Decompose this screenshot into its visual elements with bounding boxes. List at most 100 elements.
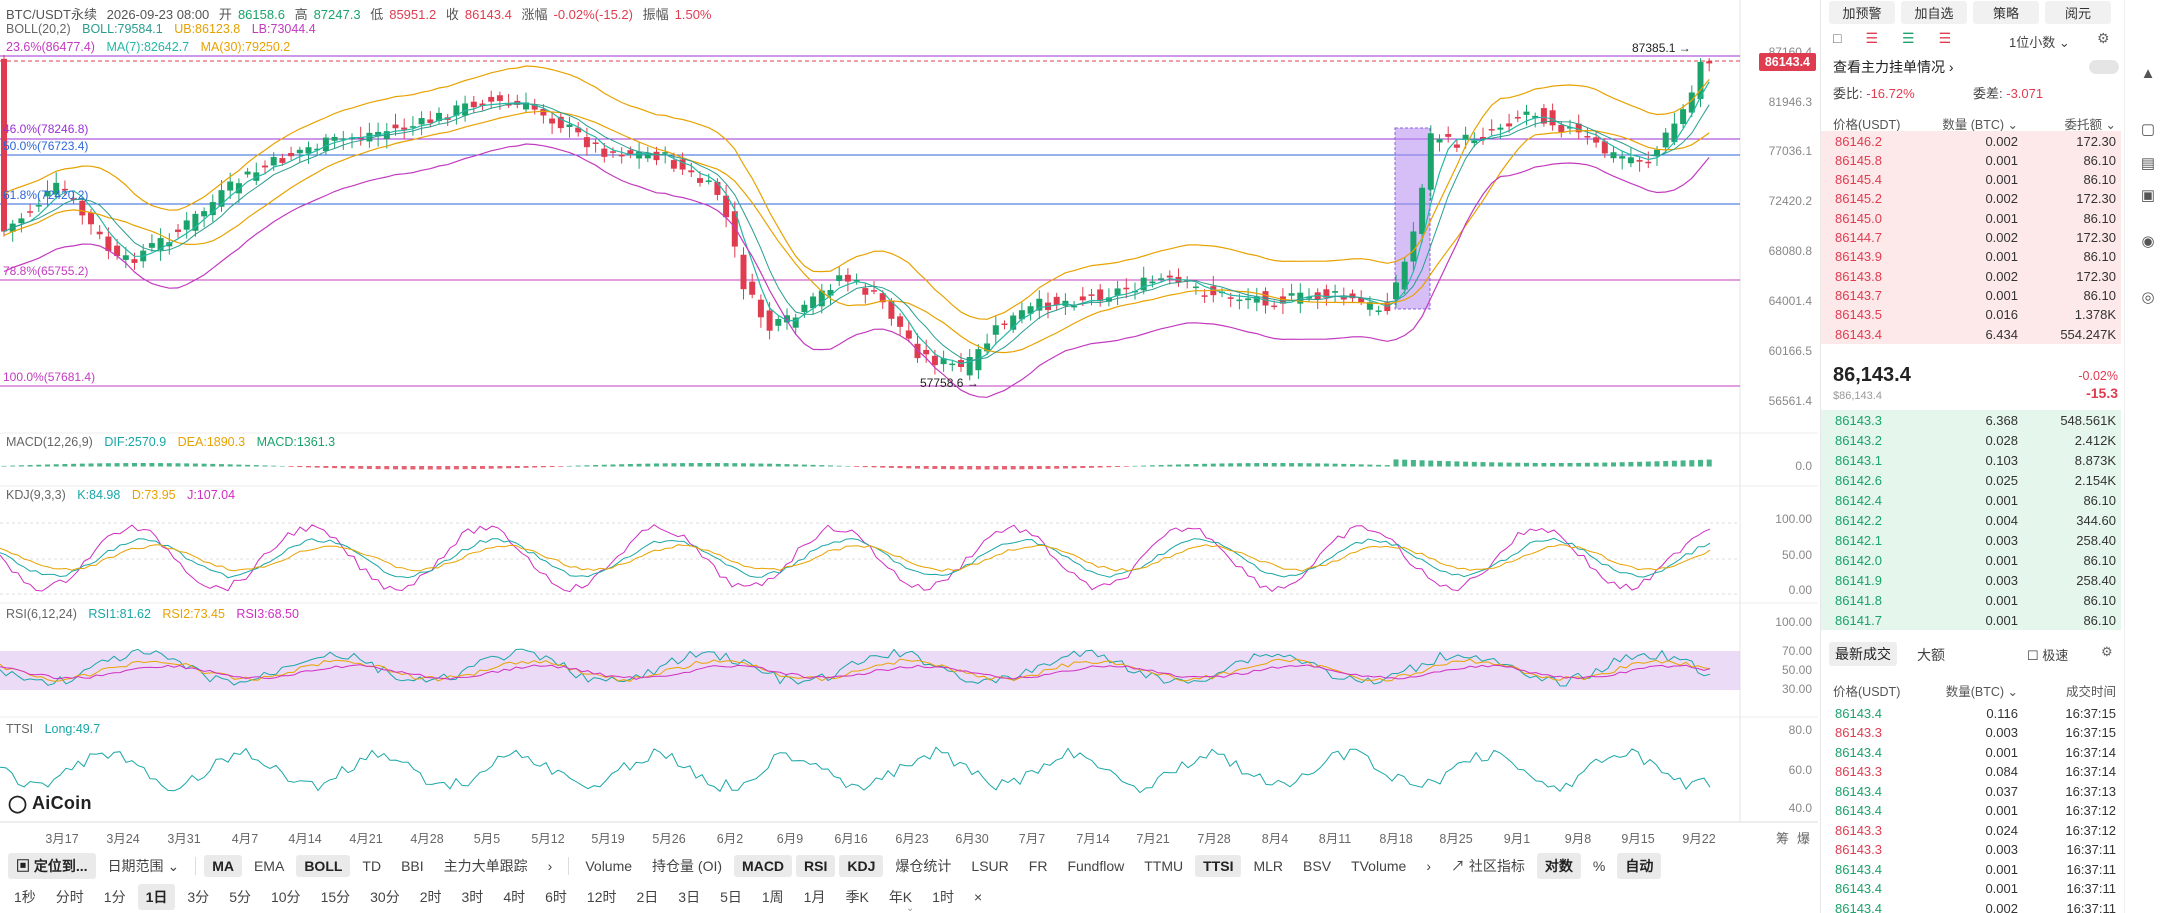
period-13[interactable]: 12时 bbox=[586, 888, 617, 905]
ttsi-legend[interactable]: TTSI Long:49.7 bbox=[6, 722, 101, 736]
period-14[interactable]: 2日 bbox=[636, 888, 659, 905]
chevron-right-icon[interactable]: › bbox=[1426, 858, 1431, 874]
sub-ind-bsv[interactable]: BSV bbox=[1303, 858, 1332, 874]
tab-latest-trades[interactable]: 最新成交 bbox=[1829, 642, 1897, 666]
settings-icon[interactable]: ⚙ bbox=[2097, 30, 2110, 46]
period-5[interactable]: 5分 bbox=[229, 888, 251, 905]
period-21[interactable]: 1时 bbox=[932, 888, 954, 905]
auto-scale-toggle[interactable]: 自动 bbox=[1617, 853, 1662, 879]
bot-icon[interactable]: ◉ bbox=[2141, 233, 2155, 250]
period-10[interactable]: 3时 bbox=[461, 888, 484, 905]
main-ind-whale[interactable]: 主力大单跟踪 bbox=[443, 858, 528, 874]
trade-qty-select[interactable]: 数量(BTC) ⌄ bbox=[1945, 685, 2018, 699]
log-scale-toggle[interactable]: 对数 bbox=[1536, 853, 1581, 879]
boll-legend[interactable]: BOLL(20,2) BOLL:79584.1 UB:86123.8 LB:73… bbox=[6, 22, 316, 36]
orderbook-row[interactable]: 86142.1 0.003 258.40 bbox=[1821, 530, 2121, 550]
period-11[interactable]: 4时 bbox=[503, 888, 526, 905]
percent-scale-toggle[interactable]: % bbox=[1592, 858, 1606, 874]
period-12[interactable]: 6时 bbox=[545, 888, 567, 905]
orderbook-row[interactable]: 86141.7 0.001 86.10 bbox=[1821, 610, 2121, 630]
orderbook-row[interactable]: 86142.0 0.001 86.10 bbox=[1821, 550, 2121, 570]
add-alert-button[interactable]: 加预警 bbox=[1829, 0, 1895, 24]
sub-ind-fundflow[interactable]: Fundflow bbox=[1067, 858, 1125, 874]
fast-mode-checkbox[interactable]: ☐ 极速 bbox=[2027, 648, 2069, 663]
orderbook-row[interactable]: 86143.8 0.002 172.30 bbox=[1821, 266, 2121, 287]
book-asks-icon[interactable]: ☰ bbox=[1938, 30, 1952, 46]
main-orders-link[interactable]: 查看主力挂单情况 › bbox=[1833, 59, 1954, 75]
orderbook-row[interactable]: 86142.6 0.025 2.154K bbox=[1821, 470, 2121, 490]
sub-ind-fr[interactable]: FR bbox=[1028, 858, 1048, 874]
book-bids-icon[interactable]: ☰ bbox=[1902, 30, 1915, 46]
read-button[interactable]: 阅元 bbox=[2045, 0, 2111, 24]
period-19[interactable]: 季K bbox=[845, 888, 869, 905]
community-indicator-button[interactable]: ↗ 社区指标 bbox=[1450, 858, 1525, 874]
orderbook-row[interactable]: 86142.2 0.004 344.60 bbox=[1821, 510, 2121, 530]
sub-ind-volume[interactable]: Volume bbox=[585, 858, 633, 874]
period-0[interactable]: 1秒 bbox=[14, 888, 36, 905]
locate-button[interactable]: ▣ 定位到... bbox=[8, 853, 96, 879]
strategy-button[interactable]: 策略 bbox=[1973, 0, 2039, 24]
book-both-icon[interactable]: ☰ bbox=[1865, 30, 1879, 46]
chat-icon[interactable]: ▤ bbox=[2140, 155, 2156, 172]
etf-icon[interactable]: ▣ bbox=[2140, 187, 2156, 204]
period-1[interactable]: 分时 bbox=[55, 888, 84, 905]
chip-toggle[interactable]: 筹 bbox=[1776, 831, 1790, 846]
main-ind-ema[interactable]: EMA bbox=[253, 858, 285, 874]
kdj-legend[interactable]: KDJ(9,3,3) K:84.98 D:73.95 J:107.04 bbox=[6, 488, 236, 502]
settings-icon[interactable]: ⚙ bbox=[2101, 644, 2113, 659]
main-ind-ma[interactable]: MA bbox=[204, 855, 242, 877]
period-4[interactable]: 3分 bbox=[187, 888, 210, 905]
macd-legend[interactable]: MACD(12,26,9) DIF:2570.9 DEA:1890.3 MACD… bbox=[6, 435, 336, 449]
orderbook-row[interactable]: 86141.9 0.003 258.40 bbox=[1821, 570, 2121, 590]
chevron-right-icon[interactable]: › bbox=[547, 858, 553, 874]
orderbook-row[interactable]: 86145.2 0.002 172.30 bbox=[1821, 188, 2121, 209]
web-icon[interactable]: ◎ bbox=[2141, 289, 2155, 306]
orderbook-row[interactable]: 86143.1 0.103 8.873K bbox=[1821, 450, 2121, 470]
candlestick-chart[interactable] bbox=[0, 0, 1818, 845]
orderbook-row[interactable]: 86143.7 0.001 86.10 bbox=[1821, 285, 2121, 306]
main-ind-boll[interactable]: BOLL bbox=[296, 855, 351, 877]
orderbook-row[interactable]: 86142.4 0.001 86.10 bbox=[1821, 490, 2121, 510]
decimal-select[interactable]: 1位小数 ⌄ bbox=[2009, 35, 2070, 50]
period-17[interactable]: 1周 bbox=[761, 888, 784, 905]
date-range-button[interactable]: 日期范围 ⌄ bbox=[107, 858, 180, 874]
collapse-icon[interactable]: ⌄ bbox=[906, 903, 915, 913]
qty-unit-select[interactable]: 数量 (BTC) ⌄ bbox=[1942, 118, 2018, 132]
sub-ind-tvolume[interactable]: TVolume bbox=[1351, 858, 1407, 874]
orderbook-row[interactable]: 86143.9 0.001 86.10 bbox=[1821, 246, 2121, 267]
sub-ind-ttsi[interactable]: TTSI bbox=[1195, 855, 1242, 877]
orderbook-row[interactable]: 86143.3 6.368 548.561K bbox=[1821, 410, 2121, 430]
rsi-legend[interactable]: RSI(6,12,24) RSI1:81.62 RSI2:73.45 RSI3:… bbox=[6, 607, 299, 621]
main-ind-bbi[interactable]: BBI bbox=[401, 858, 424, 874]
period-3[interactable]: 1日 bbox=[137, 883, 176, 910]
orderbook-row[interactable]: 86143.4 6.434 554.247K bbox=[1821, 324, 2121, 344]
orderbook-row[interactable]: 86143.2 0.028 2.412K bbox=[1821, 430, 2121, 450]
period-20[interactable]: 年K bbox=[888, 888, 913, 905]
period-6[interactable]: 10分 bbox=[270, 888, 301, 905]
period-7[interactable]: 15分 bbox=[320, 888, 351, 905]
expand-icon[interactable]: □ bbox=[1833, 30, 1842, 46]
depth-icon[interactable]: ▲ bbox=[2140, 64, 2156, 82]
main-ind-td[interactable]: TD bbox=[362, 858, 382, 874]
orderbook-row[interactable]: 86145.0 0.001 86.10 bbox=[1821, 208, 2121, 229]
orderbook-row[interactable]: 86145.4 0.001 86.10 bbox=[1821, 169, 2121, 190]
add-favorite-button[interactable]: 加自选 bbox=[1901, 0, 1967, 24]
period-15[interactable]: 3日 bbox=[678, 888, 701, 905]
sub-ind-macd[interactable]: MACD bbox=[734, 855, 793, 877]
liquidation-toggle[interactable]: 爆 bbox=[1797, 831, 1811, 846]
sub-ind-liq[interactable]: 爆仓统计 bbox=[895, 858, 952, 874]
orderbook-row[interactable]: 86145.8 0.001 86.10 bbox=[1821, 150, 2121, 171]
orderbook-row[interactable]: 86143.5 0.016 1.378K bbox=[1821, 304, 2121, 325]
sub-ind-lsur[interactable]: LSUR bbox=[971, 858, 1009, 874]
period-8[interactable]: 30分 bbox=[370, 888, 400, 905]
sub-ind-kdj[interactable]: KDJ bbox=[839, 855, 884, 877]
panel-icon[interactable]: ▢ bbox=[2140, 121, 2156, 138]
amount-select[interactable]: 委托额 ⌄ bbox=[2064, 118, 2116, 132]
period-2[interactable]: 1分 bbox=[103, 888, 126, 905]
sub-ind-rsi[interactable]: RSI bbox=[796, 855, 836, 877]
orderbook-row[interactable]: 86141.8 0.001 86.10 bbox=[1821, 590, 2121, 610]
tab-large-trades[interactable]: 大额 bbox=[1917, 647, 1945, 663]
sub-ind-oi[interactable]: 持仓量 (OI) bbox=[652, 858, 723, 874]
chart-area[interactable]: BTC/USDT永续 2026-09-23 08:00 开 86158.6 高 87… bbox=[0, 0, 1818, 846]
main-orders-toggle[interactable] bbox=[2089, 60, 2119, 74]
